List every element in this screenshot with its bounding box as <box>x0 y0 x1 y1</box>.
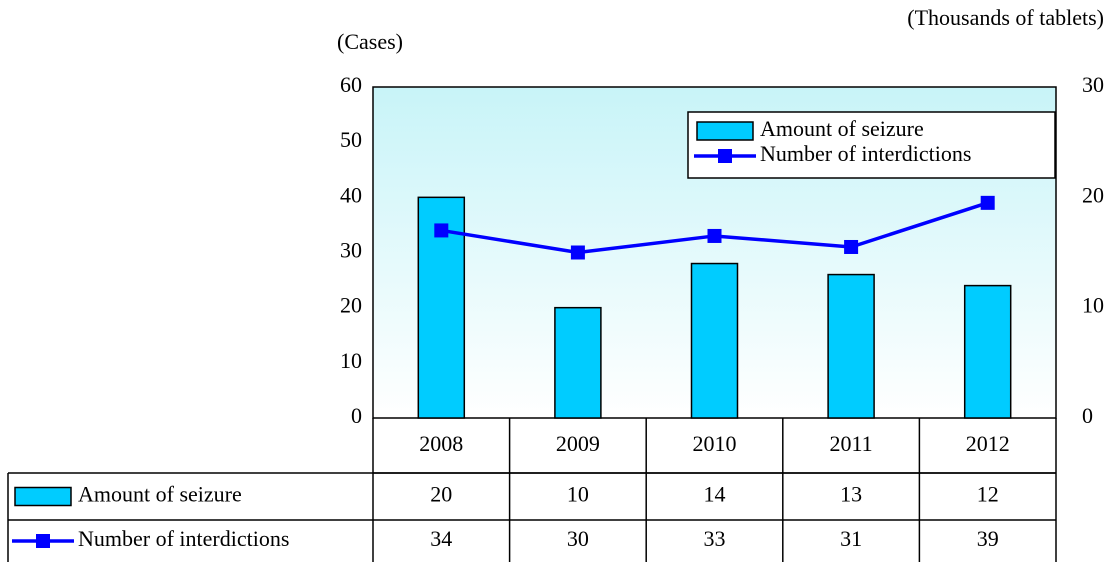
y-axis-label: (Cases) <box>337 29 403 54</box>
y2-tick-label: 20 <box>1082 182 1104 207</box>
table-row-label: Amount of seizure <box>78 482 242 507</box>
legend-swatch <box>36 534 50 548</box>
table-cell: 20 <box>430 482 452 507</box>
x-tick-label: 2010 <box>693 431 737 456</box>
y-tick-label: 30 <box>340 238 362 263</box>
y-tick-label: 60 <box>340 72 362 97</box>
x-tick-label: 2008 <box>419 431 463 456</box>
table-cell: 13 <box>840 482 862 507</box>
legend-label: Amount of seizure <box>760 116 924 141</box>
line-marker <box>844 239 859 254</box>
y-tick-label: 40 <box>340 182 362 207</box>
legend-swatch <box>696 121 754 141</box>
table-cell: 10 <box>567 482 589 507</box>
bar <box>963 284 1012 419</box>
y2-tick-label: 30 <box>1082 72 1104 97</box>
line-marker <box>980 195 995 210</box>
table-cell: 39 <box>977 526 999 551</box>
y2-tick-label: 10 <box>1082 293 1104 318</box>
table-cell: 33 <box>704 526 726 551</box>
y-tick-label: 0 <box>351 403 362 428</box>
table-cell: 14 <box>704 482 726 507</box>
table-row-label: Number of interdictions <box>78 526 289 551</box>
line-marker <box>434 223 449 238</box>
y2-tick-label: 0 <box>1082 403 1093 428</box>
table-cell: 30 <box>567 526 589 551</box>
x-tick-label: 2012 <box>966 431 1010 456</box>
y-tick-label: 20 <box>340 293 362 318</box>
line-marker <box>707 228 722 243</box>
legend-swatch <box>718 149 732 163</box>
table-cell: 31 <box>840 526 862 551</box>
y2-axis-label: (Thousands of tablets) <box>907 5 1104 30</box>
table-cell: 34 <box>430 526 452 551</box>
bar <box>827 273 875 419</box>
line-marker <box>570 245 585 260</box>
x-tick-label: 2009 <box>556 431 600 456</box>
table-cell: 12 <box>977 482 999 507</box>
bar <box>690 262 739 419</box>
y-tick-label: 50 <box>340 127 362 152</box>
bar <box>554 306 602 419</box>
y-tick-label: 10 <box>340 348 362 373</box>
legend-swatch <box>14 486 72 507</box>
legend-label: Number of interdictions <box>760 141 971 166</box>
x-tick-label: 2011 <box>830 431 873 456</box>
